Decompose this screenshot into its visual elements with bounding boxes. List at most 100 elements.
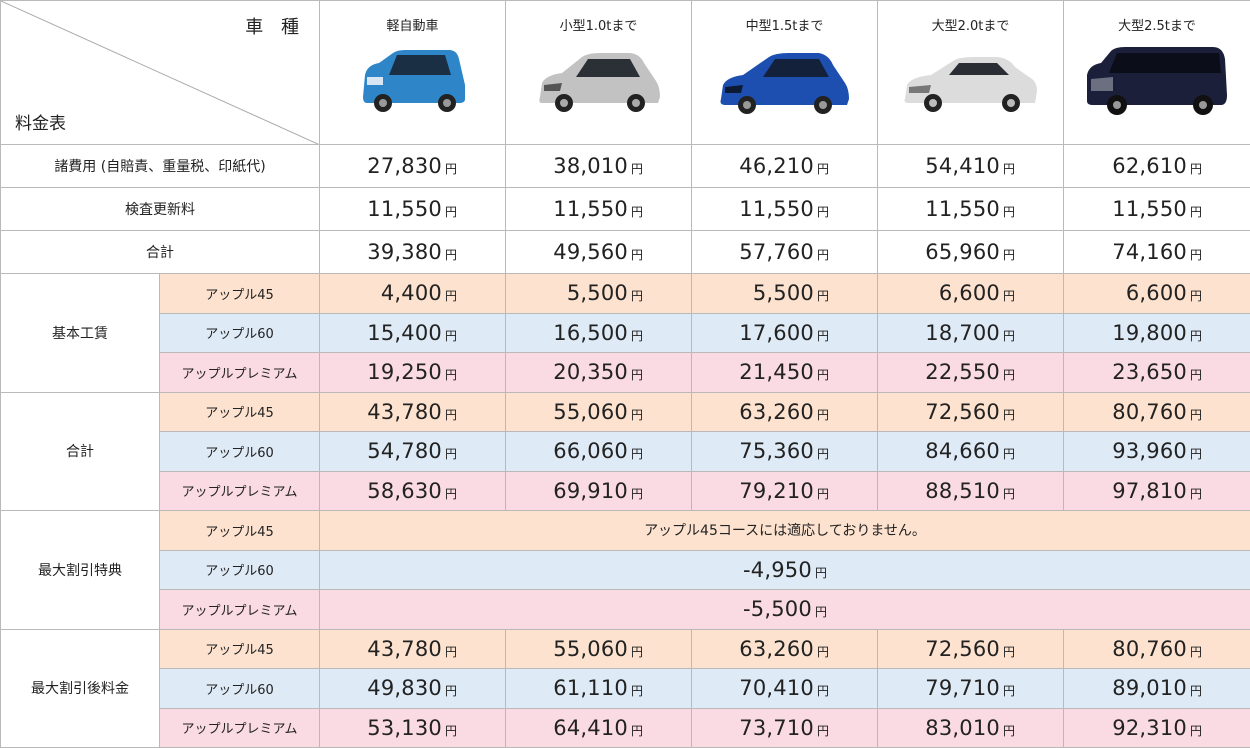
price-cell: 79,210 円 — [691, 470, 878, 511]
total-row-apple60: アップル60 54,780 円 66,060 円 75,360 円 84,660 円 9… — [0, 431, 1250, 472]
price-cell: 11,550 円 — [505, 187, 692, 231]
discount-value: -4,950 円 — [319, 549, 1250, 590]
price-cell: 79,710 円 — [877, 668, 1064, 709]
discount-value: -5,500 円 — [319, 589, 1250, 630]
price-cell: 84,660 円 — [877, 431, 1064, 472]
price-cell: 38,010 円 — [505, 144, 692, 188]
price-cell: 55,060 円 — [505, 628, 692, 669]
base-labor-row-apple60: アップル60 15,400 円 16,500 円 17,600 円 18,700 円 1… — [0, 312, 1250, 353]
price-cell: 17,600 円 — [691, 312, 878, 353]
price-cell: 19,250 円 — [319, 352, 506, 393]
price-cell: 69,910 円 — [505, 470, 692, 511]
price-cell: 15,400 円 — [319, 312, 506, 353]
price-cell: 92,310 円 — [1063, 707, 1250, 748]
total-row-apple45: 合計 アップル45 43,780 円 55,060 円 63,260 円 72,560… — [0, 391, 1250, 511]
fee-row-misc: 諸費用 (自賠責、重量税、印紙代) 27,830 円 38,010 円 46,210… — [0, 144, 1250, 188]
price-cell: 39,380 円 — [319, 230, 506, 274]
price-cell: 64,410 円 — [505, 707, 692, 748]
price-cell: 61,110 円 — [505, 668, 692, 709]
course-label: アップル60 — [159, 312, 320, 353]
price-cell: 66,060 円 — [505, 431, 692, 472]
corner-cell: 車 種 料金表 — [0, 0, 320, 145]
discount-row-apple45: 最大割引特典 アップル45 アップル45コースには適応しておりません。 — [0, 510, 1250, 630]
total-row-premium: アップルプレミアム 58,630 円 69,910 円 79,210 円 88,510… — [0, 470, 1250, 511]
course-label: アップルプレミアム — [159, 589, 320, 630]
course-label: アップル60 — [159, 549, 320, 590]
section-label: 最大割引特典 — [0, 510, 160, 630]
price-cell: 80,760 円 — [1063, 391, 1250, 432]
price-cell: 54,410 円 — [877, 144, 1064, 188]
base-labor-row-premium: アップルプレミアム 19,250 円 20,350 円 21,450 円 22,550… — [0, 352, 1250, 393]
section-label: 最大割引後料金 — [0, 628, 160, 748]
row-label: 諸費用 (自賠責、重量税、印紙代) — [0, 144, 320, 188]
price-cell: 18,700 円 — [877, 312, 1064, 353]
vehicle-name: 中型1.5tまで — [745, 19, 824, 34]
fee-row-total: 合計 39,380 円 49,560 円 57,760 円 65,960 円 74,16… — [0, 230, 1250, 274]
price-cell: 75,360 円 — [691, 431, 878, 472]
price-cell: 70,410 円 — [691, 668, 878, 709]
price-cell: 5,500 円 — [691, 273, 878, 314]
price-cell: 43,780 円 — [319, 628, 506, 669]
header-row: 車 種 料金表 軽自動車 小型1.0tまで 中型1.5t — [0, 0, 1250, 145]
price-cell: 97,810 円 — [1063, 470, 1250, 511]
price-cell: 54,780 円 — [319, 431, 506, 472]
price-cell: 21,450 円 — [691, 352, 878, 393]
price-cell: 16,500 円 — [505, 312, 692, 353]
price-cell: 27,830 円 — [319, 144, 506, 188]
course-label: アップルプレミアム — [159, 470, 320, 511]
price-cell: 63,260 円 — [691, 391, 878, 432]
fee-row-inspection: 検査更新料 11,550 円 11,550 円 11,550 円 11,550 円 11… — [0, 187, 1250, 231]
price-cell: 11,550 円 — [877, 187, 1064, 231]
course-label: アップル60 — [159, 668, 320, 709]
row-label: 検査更新料 — [0, 187, 320, 231]
vehicle-header-medium: 中型1.5tまで — [691, 0, 878, 145]
vehicle-header-small: 小型1.0tまで — [505, 0, 692, 145]
vehicle-name: 大型2.5tまで — [1118, 19, 1196, 34]
price-cell: 49,830 円 — [319, 668, 506, 709]
vehicle-name: 軽自動車 — [386, 19, 439, 34]
price-cell: 93,960 円 — [1063, 431, 1250, 472]
course-label: アップル60 — [159, 431, 320, 472]
course-label: アップルプレミアム — [159, 707, 320, 748]
discount-row-premium: アップルプレミアム -5,500 円 — [0, 589, 1250, 630]
vehicle-header-sedan: 大型2.0tまで — [877, 0, 1064, 145]
kei-car-icon — [362, 50, 465, 112]
price-cell: 23,650 円 — [1063, 352, 1250, 393]
price-cell: 72,560 円 — [877, 628, 1064, 669]
vehicle-type-label: 車 種 — [245, 17, 305, 38]
price-cell: 62,610 円 — [1063, 144, 1250, 188]
price-cell: 72,560 円 — [877, 391, 1064, 432]
medium-car-icon — [720, 53, 849, 114]
price-cell: 22,550 円 — [877, 352, 1064, 393]
minivan-car-icon — [1087, 47, 1227, 115]
price-cell: 19,800 円 — [1063, 312, 1250, 353]
course-label: アップルプレミアム — [159, 352, 320, 393]
course-label: アップル45 — [159, 273, 320, 314]
discount-row-apple60: アップル60 -4,950 円 — [0, 549, 1250, 590]
vehicle-header-minivan: 大型2.5tまで — [1063, 0, 1250, 145]
price-cell: 4,400 円 — [319, 273, 506, 314]
price-cell: 6,600 円 — [1063, 273, 1250, 314]
price-cell: 73,710 円 — [691, 707, 878, 748]
price-cell: 53,130 円 — [319, 707, 506, 748]
price-cell: 63,260 円 — [691, 628, 878, 669]
base-labor-row-apple45: 基本工賃 アップル45 4,400 円 5,500 円 5,500 円 6,600 円 … — [0, 273, 1250, 393]
row-label: 合計 — [0, 230, 320, 274]
course-label: アップル45 — [159, 391, 320, 432]
small-car-icon — [538, 53, 660, 112]
price-cell: 57,760 円 — [691, 230, 878, 274]
price-cell: 11,550 円 — [319, 187, 506, 231]
section-label: 基本工賃 — [0, 273, 160, 393]
final-row-apple60: アップル60 49,830 円 61,110 円 70,410 円 79,710 円 8… — [0, 668, 1250, 709]
price-cell: 6,600 円 — [877, 273, 1064, 314]
fee-table-label: 料金表 — [15, 114, 66, 134]
final-row-premium: アップルプレミアム 53,130 円 64,410 円 73,710 円 83,010… — [0, 707, 1250, 748]
sedan-car-icon — [904, 57, 1037, 112]
price-cell: 11,550 円 — [1063, 187, 1250, 231]
price-cell: 5,500 円 — [505, 273, 692, 314]
price-cell: 88,510 円 — [877, 470, 1064, 511]
price-cell: 46,210 円 — [691, 144, 878, 188]
vehicle-header-kei: 軽自動車 — [319, 0, 506, 145]
price-cell: 20,350 円 — [505, 352, 692, 393]
